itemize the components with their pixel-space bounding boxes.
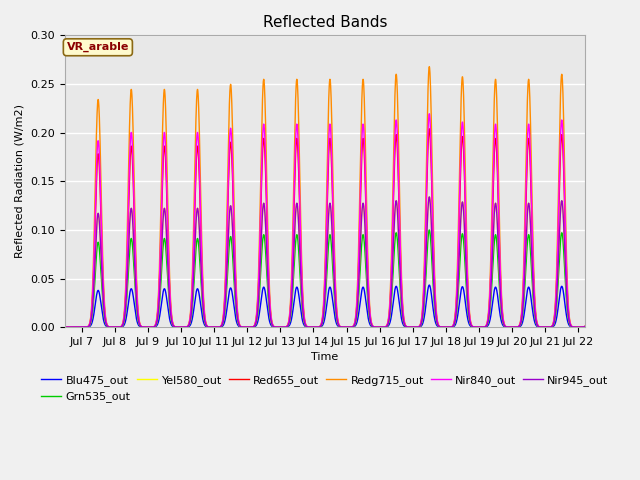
Blu475_out [260,285,268,291]
Line: Yel580_out: Yel580_out [65,197,585,327]
Nir840_out [61,324,69,330]
Nir945_out [260,204,268,209]
Red655_out [151,323,159,328]
Nir840_out [120,312,128,317]
Yel580_out [283,324,291,330]
Grn535_out [283,324,291,330]
Grn535_out [515,324,523,330]
Grn535_out [260,234,268,240]
Line: Nir945_out: Nir945_out [65,197,585,327]
Redg715_out [283,323,291,329]
Grn535_out [571,324,579,330]
Redg715_out [120,309,128,314]
Nir945_out [120,316,128,322]
Line: Redg715_out: Redg715_out [65,67,585,327]
Nir840_out [283,324,291,329]
Grn535_out [61,324,69,330]
Blu475_out [151,324,159,330]
Nir840_out [581,324,589,329]
Nir840_out [426,111,433,117]
Line: Nir840_out: Nir840_out [65,114,585,327]
Redg715_out [151,322,159,328]
Red655_out [426,126,433,132]
Redg715_out [571,324,579,330]
Line: Red655_out: Red655_out [65,129,585,327]
Redg715_out [581,324,589,329]
Yel580_out [515,324,523,329]
Nir840_out [515,324,523,329]
Text: VR_arable: VR_arable [67,42,129,52]
Nir840_out [571,324,579,330]
Yel580_out [120,316,128,322]
Nir945_out [426,194,433,200]
Yel580_out [61,324,69,330]
Nir945_out [283,324,291,330]
Blu475_out [571,324,579,330]
Redg715_out [426,64,433,70]
Red655_out [571,324,579,330]
Nir945_out [571,324,579,330]
Redg715_out [515,323,523,329]
Red655_out [120,312,128,318]
Nir945_out [61,324,69,330]
Y-axis label: Reflected Radiation (W/m2): Reflected Radiation (W/m2) [15,104,25,258]
Yel580_out [581,324,589,330]
Nir945_out [581,324,589,330]
Blu475_out [581,324,589,330]
Grn535_out [581,324,589,330]
Title: Reflected Bands: Reflected Bands [263,15,387,30]
Nir945_out [151,323,159,329]
Grn535_out [151,324,159,329]
Blu475_out [426,282,433,288]
Yel580_out [571,324,579,330]
Nir840_out [260,126,268,132]
Redg715_out [260,83,268,88]
Red655_out [581,324,589,329]
Blu475_out [283,324,291,330]
Nir840_out [151,323,159,328]
Red655_out [515,324,523,329]
Line: Blu475_out: Blu475_out [65,285,585,327]
Nir945_out [515,324,523,329]
Legend: Blu475_out, Grn535_out, Yel580_out, Red655_out, Redg715_out, Nir840_out, Nir945_: Blu475_out, Grn535_out, Yel580_out, Red6… [37,371,613,407]
Grn535_out [120,318,128,324]
Yel580_out [260,204,268,209]
Blu475_out [61,324,69,330]
Yel580_out [426,194,433,200]
Red655_out [61,324,69,330]
Blu475_out [515,324,523,330]
Yel580_out [151,323,159,329]
Red655_out [260,140,268,146]
Blu475_out [120,322,128,327]
Red655_out [283,324,291,329]
Grn535_out [426,227,433,233]
Redg715_out [61,324,69,330]
Line: Grn535_out: Grn535_out [65,230,585,327]
X-axis label: Time: Time [311,352,339,362]
